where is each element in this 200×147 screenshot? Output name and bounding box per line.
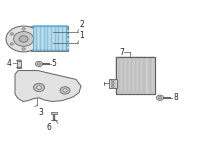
Circle shape (36, 86, 42, 89)
Circle shape (35, 61, 43, 67)
Bar (67, 30, 69, 32)
Circle shape (156, 95, 164, 100)
Text: 2: 2 (79, 20, 84, 29)
Text: 3: 3 (39, 108, 43, 117)
Bar (116, 57, 155, 94)
Bar (31, 26, 68, 51)
Bar (136, 57, 139, 93)
Bar (109, 79, 117, 88)
Bar (34, 27, 36, 50)
Circle shape (22, 48, 25, 50)
Bar (116, 57, 119, 93)
Circle shape (19, 36, 28, 42)
Circle shape (6, 26, 41, 52)
Circle shape (111, 80, 114, 82)
Bar (45, 27, 47, 50)
Bar (67, 46, 69, 49)
Circle shape (33, 83, 45, 92)
Bar (51, 112, 57, 114)
Text: 1: 1 (79, 31, 84, 40)
Circle shape (60, 87, 70, 94)
Bar (128, 57, 131, 93)
Circle shape (111, 82, 114, 85)
Circle shape (14, 32, 34, 46)
Text: 6: 6 (47, 123, 51, 132)
Circle shape (10, 33, 13, 35)
Bar (140, 57, 143, 93)
Bar (59, 27, 62, 50)
Bar (17, 61, 21, 68)
Bar (48, 27, 51, 50)
Text: 8: 8 (174, 93, 179, 102)
Bar (67, 34, 69, 36)
Bar (116, 57, 155, 94)
Bar (120, 57, 123, 93)
Bar (56, 27, 58, 50)
Bar (67, 38, 69, 41)
Circle shape (22, 28, 25, 30)
Circle shape (10, 43, 13, 45)
Text: 7: 7 (119, 48, 124, 57)
Bar (52, 27, 55, 50)
Circle shape (34, 43, 37, 45)
Text: 4: 4 (7, 59, 12, 69)
Circle shape (158, 97, 162, 99)
Bar (144, 57, 146, 93)
Bar (63, 27, 66, 50)
Ellipse shape (17, 67, 21, 68)
Ellipse shape (17, 60, 21, 61)
Circle shape (63, 89, 67, 92)
Circle shape (37, 63, 41, 65)
Bar (41, 27, 44, 50)
Bar (37, 27, 40, 50)
Bar (34, 26, 67, 50)
Bar (124, 57, 127, 93)
Bar (148, 57, 150, 93)
Bar (132, 57, 135, 93)
Circle shape (34, 33, 37, 35)
Circle shape (111, 85, 114, 87)
Bar (67, 42, 69, 45)
Bar (151, 57, 154, 93)
Polygon shape (15, 71, 81, 101)
Text: 5: 5 (51, 59, 56, 69)
